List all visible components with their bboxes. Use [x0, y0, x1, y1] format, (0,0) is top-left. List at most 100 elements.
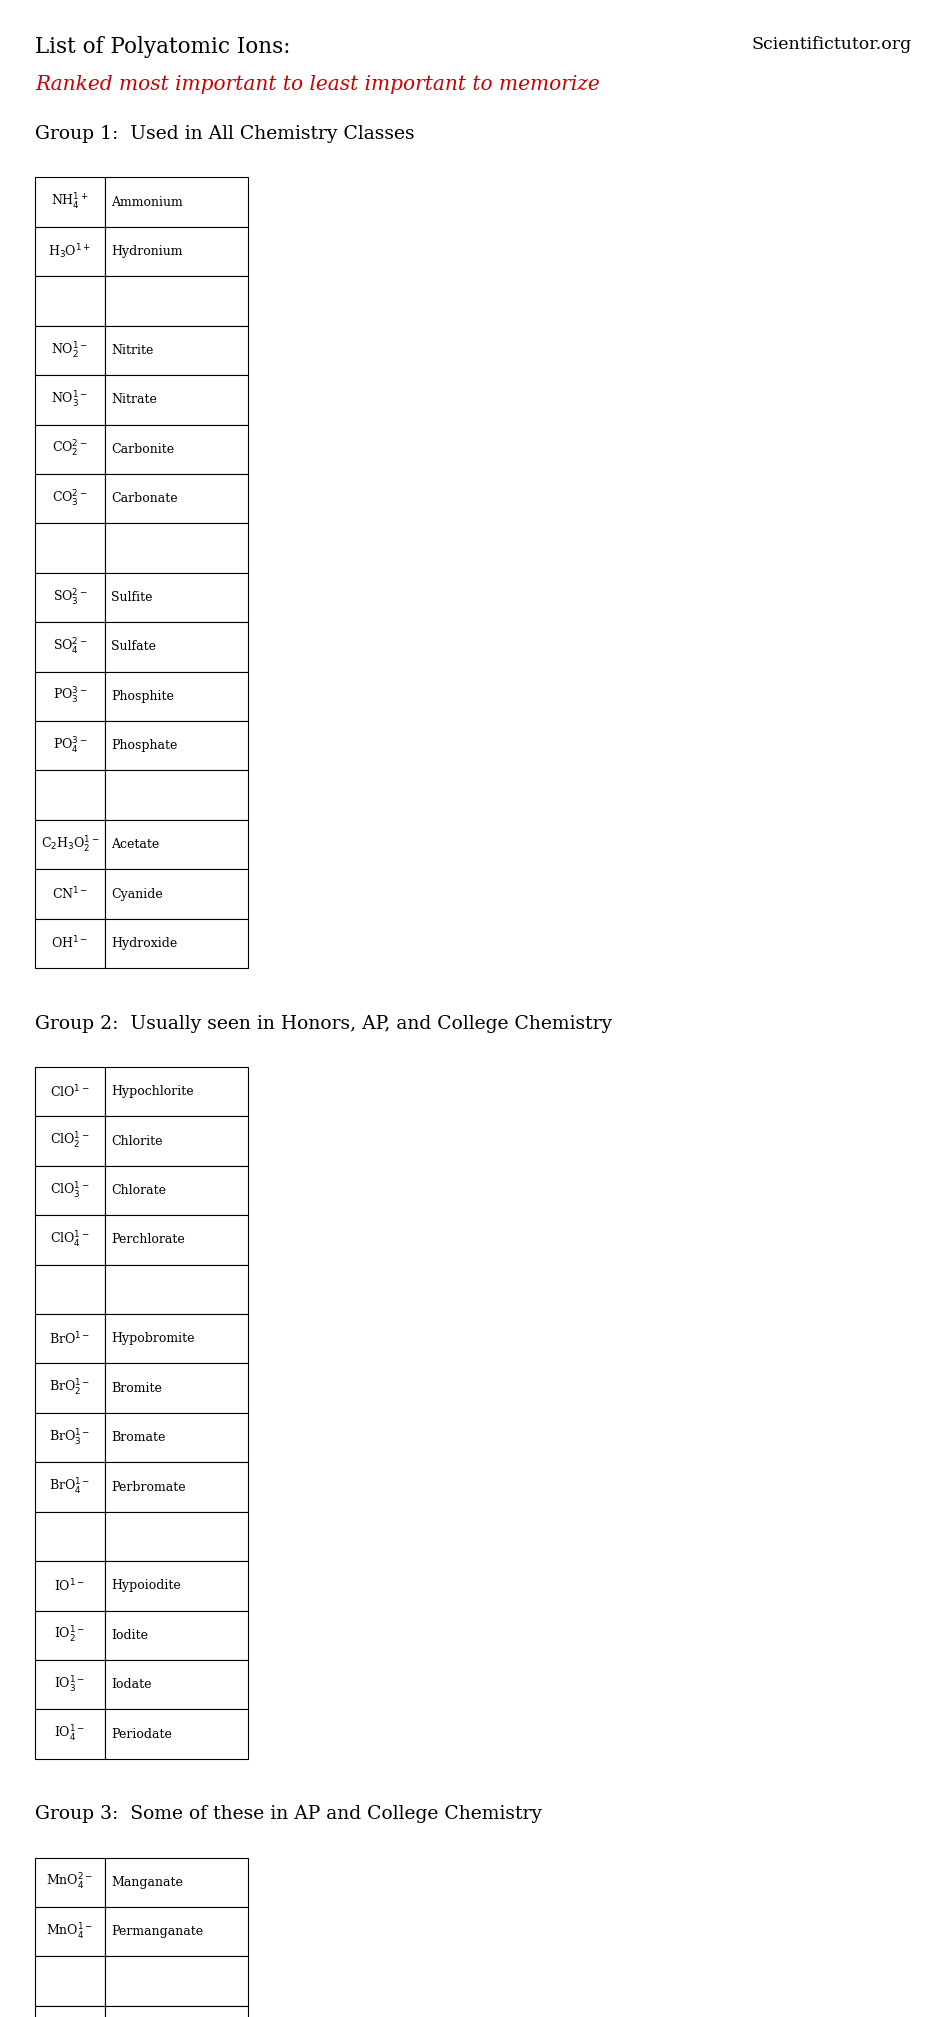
Bar: [35, 1067, 105, 1117]
Bar: [35, 177, 105, 228]
Bar: [35, 573, 105, 621]
Text: Acetate: Acetate: [111, 839, 159, 851]
Bar: [35, 1166, 105, 1214]
Bar: [105, 1067, 248, 1117]
Text: Permanganate: Permanganate: [111, 1926, 203, 1938]
Bar: [105, 1166, 248, 1214]
Text: OH$^{1-}$: OH$^{1-}$: [52, 936, 88, 952]
Bar: [105, 1908, 248, 1956]
Bar: [35, 1908, 105, 1956]
Bar: [35, 1513, 105, 1561]
Bar: [105, 1315, 248, 1363]
Bar: [105, 722, 248, 770]
Bar: [35, 375, 105, 426]
Bar: [35, 1710, 105, 1759]
Bar: [105, 918, 248, 968]
Text: BrO$_4^{1-}$: BrO$_4^{1-}$: [49, 1476, 91, 1497]
Text: CO$_2^{2-}$: CO$_2^{2-}$: [52, 440, 88, 460]
Bar: [105, 1660, 248, 1710]
Bar: [35, 722, 105, 770]
Text: PO$_3^{3-}$: PO$_3^{3-}$: [53, 686, 87, 706]
Bar: [35, 1956, 105, 2007]
Text: Iodite: Iodite: [111, 1630, 148, 1642]
Text: Nitrate: Nitrate: [111, 393, 157, 405]
Bar: [35, 1414, 105, 1462]
Bar: [105, 1462, 248, 1513]
Text: BrO$_3^{1-}$: BrO$_3^{1-}$: [49, 1428, 91, 1448]
Bar: [105, 1265, 248, 1315]
Text: CN$^{1-}$: CN$^{1-}$: [52, 885, 88, 902]
Bar: [105, 1363, 248, 1414]
Text: BrO$_2^{1-}$: BrO$_2^{1-}$: [49, 1378, 91, 1398]
Text: MnO$_4^{1-}$: MnO$_4^{1-}$: [46, 1922, 94, 1942]
Bar: [105, 375, 248, 426]
Text: Cyanide: Cyanide: [111, 887, 163, 900]
Bar: [35, 524, 105, 573]
Bar: [35, 474, 105, 524]
Text: C$_2$H$_3$O$_2^{1-}$: C$_2$H$_3$O$_2^{1-}$: [41, 835, 99, 855]
Text: SO$_3^{2-}$: SO$_3^{2-}$: [53, 587, 87, 607]
Bar: [105, 226, 248, 276]
Text: Perchlorate: Perchlorate: [111, 1234, 185, 1247]
Bar: [35, 276, 105, 327]
Text: Group 2:  Usually seen in Honors, AP, and College Chemistry: Group 2: Usually seen in Honors, AP, and…: [35, 1015, 612, 1033]
Bar: [105, 869, 248, 918]
Text: Ammonium: Ammonium: [111, 196, 182, 208]
Bar: [35, 2007, 105, 2017]
Text: ClO$_3^{1-}$: ClO$_3^{1-}$: [50, 1180, 90, 1200]
Text: IO$_2^{1-}$: IO$_2^{1-}$: [55, 1626, 85, 1646]
Bar: [35, 1561, 105, 1612]
Bar: [35, 1315, 105, 1363]
Bar: [105, 426, 248, 474]
Bar: [105, 573, 248, 621]
Bar: [105, 524, 248, 573]
Bar: [105, 474, 248, 524]
Text: Chlorate: Chlorate: [111, 1184, 166, 1196]
Text: Periodate: Periodate: [111, 1729, 172, 1741]
Bar: [105, 1214, 248, 1265]
Text: Bromite: Bromite: [111, 1382, 162, 1394]
Bar: [35, 426, 105, 474]
Bar: [35, 1660, 105, 1710]
Text: CO$_3^{2-}$: CO$_3^{2-}$: [52, 488, 88, 508]
Text: Iodate: Iodate: [111, 1678, 152, 1690]
Text: IO$_4^{1-}$: IO$_4^{1-}$: [55, 1725, 85, 1745]
Text: MnO$_4^{2-}$: MnO$_4^{2-}$: [46, 1872, 94, 1892]
Text: Sulfate: Sulfate: [111, 641, 156, 654]
Text: Perbromate: Perbromate: [111, 1480, 186, 1493]
Text: Hypobromite: Hypobromite: [111, 1333, 194, 1345]
Bar: [105, 1956, 248, 2007]
Bar: [35, 327, 105, 375]
Bar: [35, 1117, 105, 1166]
Bar: [105, 1414, 248, 1462]
Bar: [35, 869, 105, 918]
Text: Bromate: Bromate: [111, 1432, 166, 1444]
Text: Hydronium: Hydronium: [111, 246, 182, 258]
Text: Hypoiodite: Hypoiodite: [111, 1579, 181, 1591]
Bar: [105, 276, 248, 327]
Text: ClO$_2^{1-}$: ClO$_2^{1-}$: [50, 1132, 90, 1152]
Text: NO$_2^{1-}$: NO$_2^{1-}$: [52, 341, 88, 361]
Bar: [35, 1462, 105, 1513]
Text: Phosphite: Phosphite: [111, 690, 174, 702]
Text: Carbonate: Carbonate: [111, 492, 178, 504]
Text: IO$^{1-}$: IO$^{1-}$: [55, 1577, 85, 1593]
Text: Ranked most important to least important to memorize: Ranked most important to least important…: [35, 75, 600, 93]
Bar: [105, 327, 248, 375]
Bar: [35, 1612, 105, 1660]
Bar: [35, 1363, 105, 1414]
Text: Carbonite: Carbonite: [111, 444, 174, 456]
Text: Scientifictutor.org: Scientifictutor.org: [752, 36, 912, 52]
Bar: [35, 918, 105, 968]
Text: ClO$_4^{1-}$: ClO$_4^{1-}$: [50, 1230, 90, 1251]
Text: Hydroxide: Hydroxide: [111, 938, 178, 950]
Bar: [35, 672, 105, 722]
Text: Hypochlorite: Hypochlorite: [111, 1085, 194, 1097]
Bar: [35, 1858, 105, 1908]
Bar: [35, 226, 105, 276]
Bar: [35, 819, 105, 869]
Text: H$_3$O$^{1+}$: H$_3$O$^{1+}$: [48, 242, 92, 260]
Text: Manganate: Manganate: [111, 1876, 183, 1888]
Text: NH$_4^{1+}$: NH$_4^{1+}$: [51, 192, 89, 212]
Text: NO$_3^{1-}$: NO$_3^{1-}$: [52, 389, 88, 409]
